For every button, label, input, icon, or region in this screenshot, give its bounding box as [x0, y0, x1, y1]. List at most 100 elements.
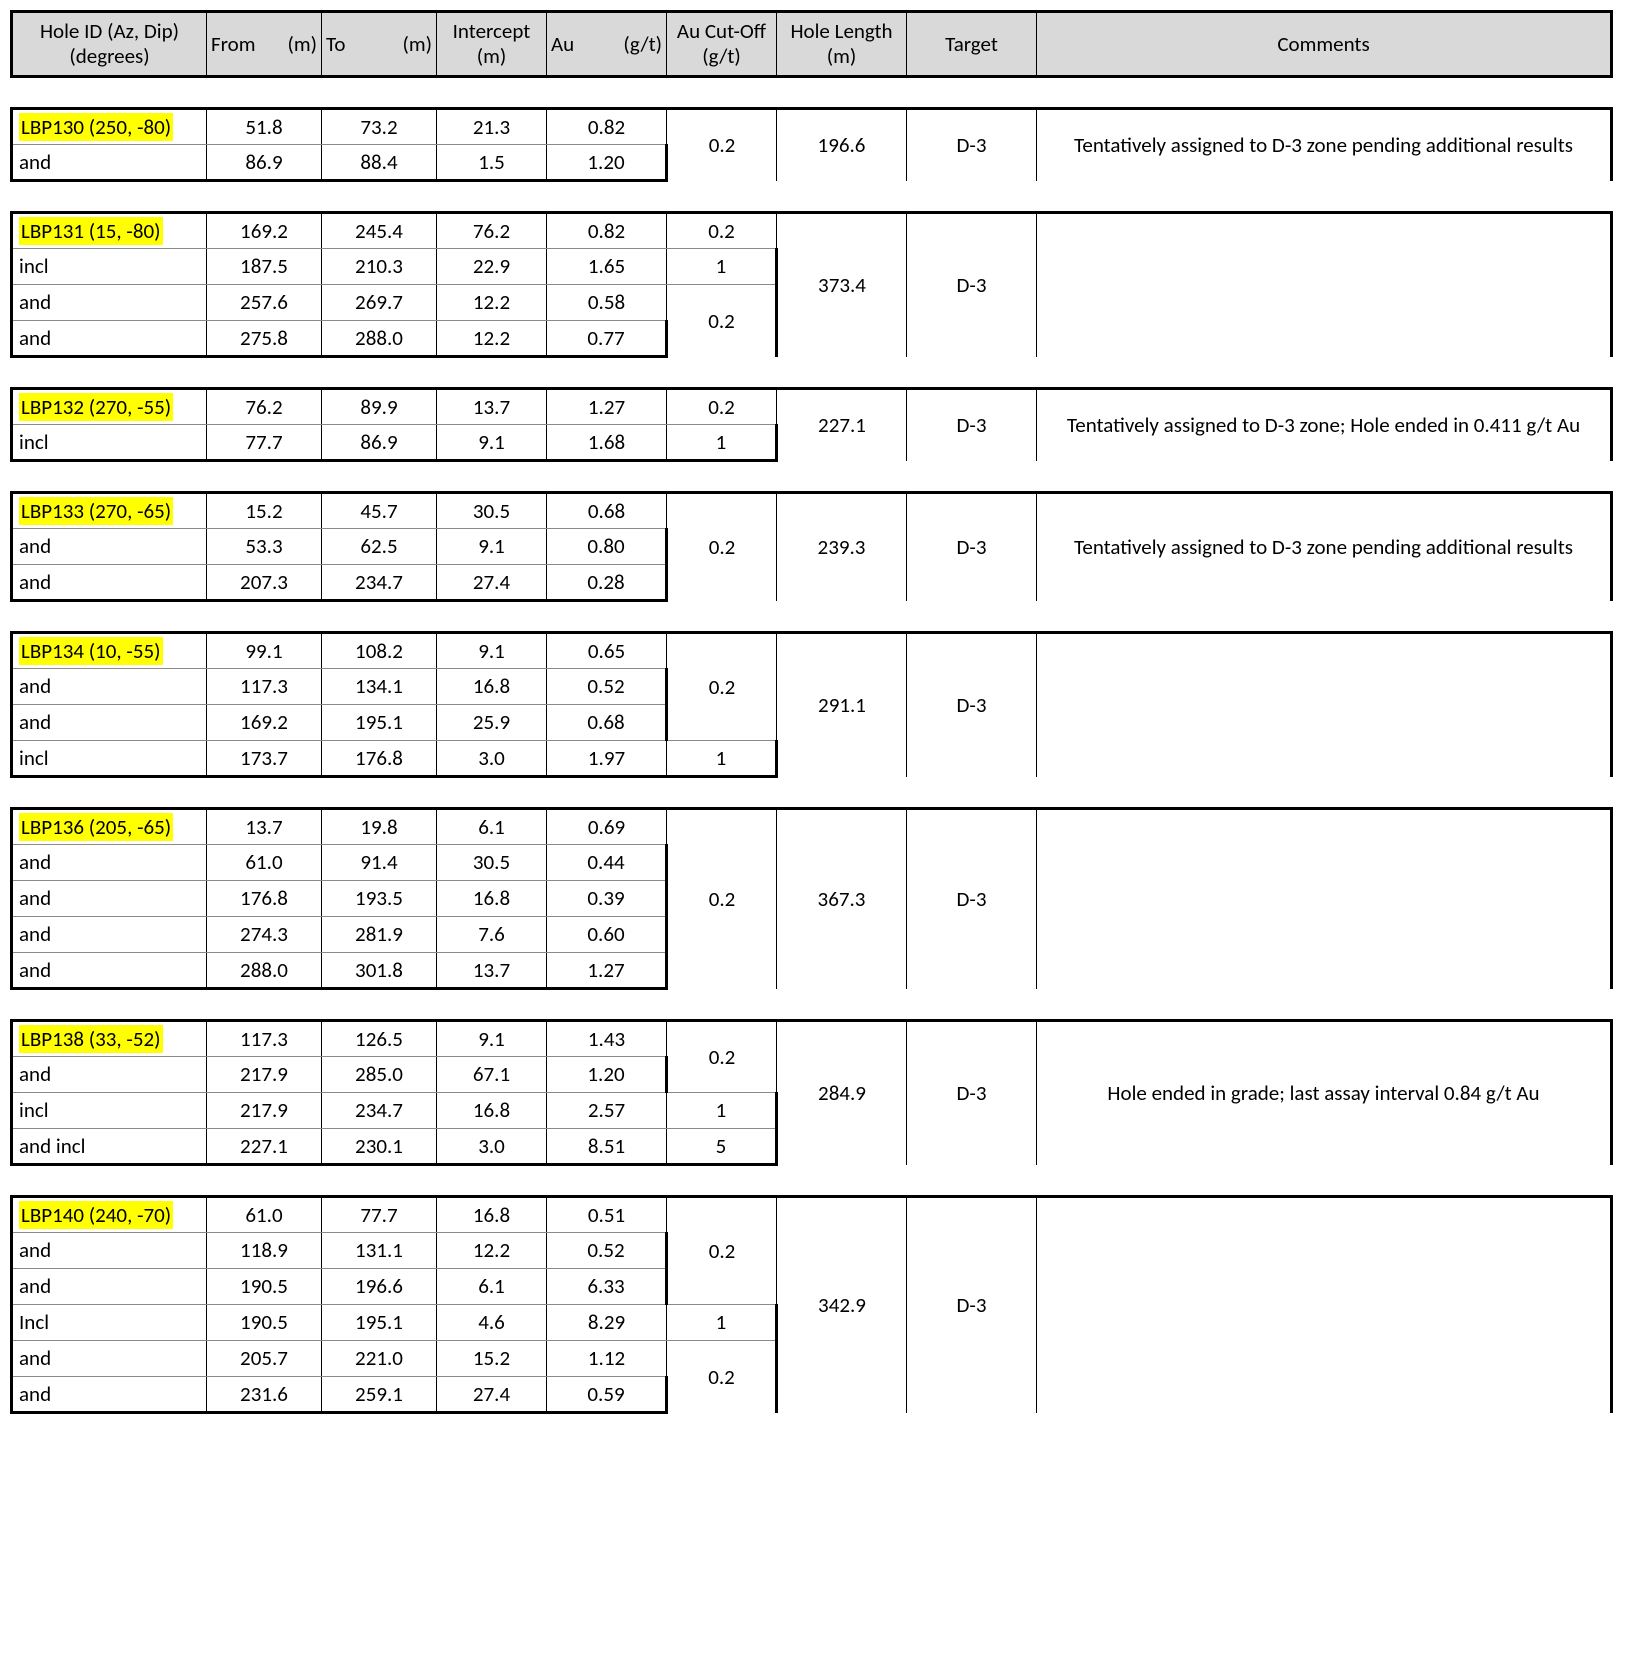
cell-cutoff: 0.2 [667, 285, 777, 357]
col-from: From(m) [207, 12, 322, 77]
cell-hole-id: LBP140 (240, -70) [12, 1197, 207, 1233]
cell-hole-id: and [12, 1057, 207, 1093]
cell-to: 77.7 [322, 1197, 437, 1233]
cell-from: 288.0 [207, 953, 322, 989]
cell-from: 99.1 [207, 633, 322, 669]
cell-int: 21.3 [437, 109, 547, 145]
cell-int: 30.5 [437, 845, 547, 881]
cell-to: 19.8 [322, 809, 437, 845]
cell-au: 0.60 [547, 917, 667, 953]
cell-int: 16.8 [437, 669, 547, 705]
cell-from: 190.5 [207, 1305, 322, 1341]
cell-hole-id: and [12, 953, 207, 989]
cell-from: 217.9 [207, 1057, 322, 1093]
cell-hole-id: incl [12, 249, 207, 285]
cell-to: 91.4 [322, 845, 437, 881]
cell-cutoff: 0.2 [667, 213, 777, 249]
cell-au: 1.65 [547, 249, 667, 285]
cell-from: 275.8 [207, 321, 322, 357]
cell-au: 1.20 [547, 145, 667, 181]
cell-hole-id: Incl [12, 1305, 207, 1341]
cell-cutoff: 0.2 [667, 493, 777, 601]
cell-to: 230.1 [322, 1129, 437, 1165]
cell-au: 0.59 [547, 1377, 667, 1413]
cell-from: 190.5 [207, 1269, 322, 1305]
cell-hole-id: and [12, 881, 207, 917]
cell-from: 61.0 [207, 1197, 322, 1233]
col-to: To(m) [322, 12, 437, 77]
cell-hole-id: and [12, 321, 207, 357]
cell-au: 0.51 [547, 1197, 667, 1233]
col-intercept: Intercept (m) [437, 12, 547, 77]
cell-comments: Tentatively assigned to D-3 zone; Hole e… [1037, 389, 1612, 461]
cell-from: 207.3 [207, 565, 322, 601]
cell-to: 288.0 [322, 321, 437, 357]
cell-cutoff: 1 [667, 425, 777, 461]
table-header: Hole ID (Az, Dip) (degrees) From(m) To(m… [12, 12, 1612, 77]
cell-au: 0.69 [547, 809, 667, 845]
cell-au: 6.33 [547, 1269, 667, 1305]
cell-to: 196.6 [322, 1269, 437, 1305]
cell-from: 217.9 [207, 1093, 322, 1129]
cell-from: 169.2 [207, 705, 322, 741]
table-row: LBP132 (270, -55)76.289.913.71.270.2227.… [12, 389, 1612, 425]
cell-to: 195.1 [322, 1305, 437, 1341]
cell-hole-id: and [12, 1233, 207, 1269]
cell-length: 373.4 [777, 213, 907, 357]
cell-from: 117.3 [207, 1021, 322, 1057]
cell-int: 25.9 [437, 705, 547, 741]
cell-au: 0.82 [547, 213, 667, 249]
col-cutoff: Au Cut-Off (g/t) [667, 12, 777, 77]
cell-hole-id: LBP136 (205, -65) [12, 809, 207, 845]
cell-int: 27.4 [437, 1377, 547, 1413]
cell-length: 342.9 [777, 1197, 907, 1413]
cell-int: 9.1 [437, 1021, 547, 1057]
cell-to: 301.8 [322, 953, 437, 989]
cell-hole-id: and [12, 565, 207, 601]
cell-au: 0.68 [547, 705, 667, 741]
cell-au: 0.82 [547, 109, 667, 145]
table-row: LBP131 (15, -80)169.2245.476.20.820.2373… [12, 213, 1612, 249]
col-comments: Comments [1037, 12, 1612, 77]
cell-au: 0.68 [547, 493, 667, 529]
cell-hole-id: and [12, 145, 207, 181]
cell-hole-id: LBP132 (270, -55) [12, 389, 207, 425]
cell-to: 88.4 [322, 145, 437, 181]
cell-from: 86.9 [207, 145, 322, 181]
drill-results-table: Hole ID (Az, Dip) (degrees) From(m) To(m… [10, 10, 1613, 1414]
cell-to: 62.5 [322, 529, 437, 565]
cell-au: 0.80 [547, 529, 667, 565]
cell-au: 2.57 [547, 1093, 667, 1129]
cell-to: 221.0 [322, 1341, 437, 1377]
cell-from: 169.2 [207, 213, 322, 249]
col-length: Hole Length (m) [777, 12, 907, 77]
cell-from: 257.6 [207, 285, 322, 321]
cell-hole-id: and [12, 529, 207, 565]
table-row: LBP134 (10, -55)99.1108.29.10.650.2291.1… [12, 633, 1612, 669]
table-row: LBP130 (250, -80)51.873.221.30.820.2196.… [12, 109, 1612, 145]
cell-int: 27.4 [437, 565, 547, 601]
cell-target: D-3 [907, 809, 1037, 989]
cell-from: 76.2 [207, 389, 322, 425]
cell-int: 3.0 [437, 741, 547, 777]
cell-int: 30.5 [437, 493, 547, 529]
cell-int: 12.2 [437, 321, 547, 357]
cell-target: D-3 [907, 389, 1037, 461]
cell-to: 131.1 [322, 1233, 437, 1269]
cell-hole-id: LBP130 (250, -80) [12, 109, 207, 145]
cell-comments: Tentatively assigned to D-3 zone pending… [1037, 493, 1612, 601]
cell-from: 117.3 [207, 669, 322, 705]
cell-target: D-3 [907, 1021, 1037, 1165]
cell-to: 281.9 [322, 917, 437, 953]
cell-hole-id: incl [12, 741, 207, 777]
cell-au: 1.43 [547, 1021, 667, 1057]
cell-int: 9.1 [437, 529, 547, 565]
cell-int: 1.5 [437, 145, 547, 181]
cell-target: D-3 [907, 109, 1037, 181]
cell-from: 205.7 [207, 1341, 322, 1377]
cell-target: D-3 [907, 493, 1037, 601]
cell-comments: Tentatively assigned to D-3 zone pending… [1037, 109, 1612, 181]
cell-au: 0.77 [547, 321, 667, 357]
cell-cutoff: 1 [667, 1093, 777, 1129]
cell-int: 22.9 [437, 249, 547, 285]
